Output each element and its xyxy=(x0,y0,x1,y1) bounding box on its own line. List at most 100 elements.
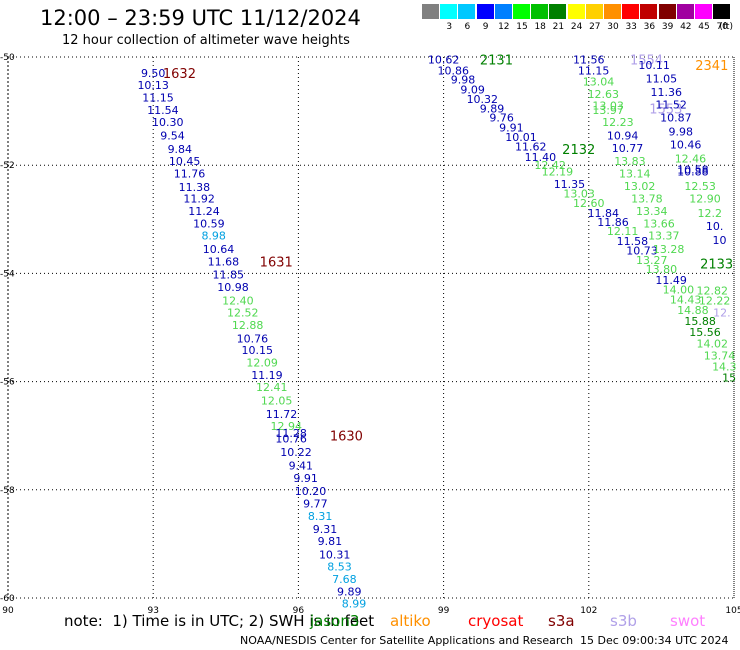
wave-height-value: 11.56 xyxy=(573,54,605,67)
scale-label: 15 xyxy=(516,22,528,32)
wave-height-value: 12.63 xyxy=(588,88,620,101)
wave-height-value: 12.52 xyxy=(227,306,259,319)
wave-height-value: 13.74 xyxy=(704,350,736,363)
wave-height-value: 11.76 xyxy=(174,167,206,180)
track-time-label: 2133 xyxy=(700,258,733,273)
y-tick-label: -54 xyxy=(0,269,15,279)
scale-label: 6 xyxy=(464,22,471,32)
wave-height-value: 9.54 xyxy=(160,129,185,142)
track-time-label: 1554 xyxy=(630,54,663,69)
wave-height-value: 13.80 xyxy=(646,263,678,276)
wave-height-value: 11.40 xyxy=(525,151,557,164)
wave-height-value: 9.76 xyxy=(489,112,514,125)
y-tick-label: -58 xyxy=(0,486,15,496)
track-time-label: 1630 xyxy=(330,430,363,445)
wave-height-value: 12.11 xyxy=(607,225,639,238)
scale-label: 21 xyxy=(552,22,565,32)
satellite-legend-item: cryosat xyxy=(468,612,524,630)
wave-height-value: 11.15 xyxy=(142,92,174,105)
wave-height-value: 11.15 xyxy=(578,65,610,78)
x-tick-label: 105 xyxy=(725,606,740,616)
wave-height-value: 9.91 xyxy=(499,121,524,134)
wave-height-value: 10.88 xyxy=(677,166,709,179)
scale-label: 42 xyxy=(680,22,692,32)
scale-swatch xyxy=(458,4,476,19)
satellite-legend-item: altiko xyxy=(390,612,431,630)
wave-height-value: 10.77 xyxy=(612,142,644,155)
track-time-label: 1631 xyxy=(260,255,293,270)
wave-height-value: 10.62 xyxy=(428,54,460,67)
wave-height-value: 13.83 xyxy=(614,155,646,168)
wave-height-value: 11.85 xyxy=(212,268,244,281)
wave-height-value: 12.2 xyxy=(698,207,723,220)
wave-height-value: 8.53 xyxy=(327,561,352,574)
wave-height-value: 15 xyxy=(722,371,736,384)
wave-height-value: 13.04 xyxy=(583,75,615,88)
track-time-label: 1553 xyxy=(649,102,682,117)
x-tick-label: 96 xyxy=(293,606,305,616)
wave-height-value: 12.09 xyxy=(246,357,278,370)
wave-height-value: 9.41 xyxy=(289,459,314,472)
wave-height-value: 12.46 xyxy=(675,153,707,166)
wave-height-value: 12.88 xyxy=(232,319,264,332)
wave-height-value: 10.32 xyxy=(467,93,499,106)
scale-label: 3 xyxy=(446,22,453,32)
wave-height-value: 10.22 xyxy=(280,446,312,459)
scale-swatch xyxy=(549,4,567,19)
wave-height-value: 9.81 xyxy=(318,535,343,548)
wave-height-value: 10.58 xyxy=(677,164,709,177)
wave-height-value: 13.78 xyxy=(631,193,663,206)
wave-height-value: 10.98 xyxy=(217,281,249,294)
wave-height-value: 10.46 xyxy=(670,139,702,152)
wave-height-value: 11.54 xyxy=(147,104,179,117)
wave-height-value: 12.19 xyxy=(542,166,574,179)
wave-height-value: 11.49 xyxy=(655,274,687,287)
scale-swatch xyxy=(513,4,530,19)
wave-height-value: 13.02 xyxy=(624,180,656,193)
scale-label: 30 xyxy=(607,22,619,32)
wave-height-value: 13.27 xyxy=(636,254,668,267)
wave-height-value: 10.76 xyxy=(275,432,307,445)
wave-height-value: 9.09 xyxy=(460,83,485,96)
wave-height-value: 10.64 xyxy=(203,243,235,256)
scale-swatch xyxy=(695,4,712,19)
track-time-label: 2132 xyxy=(562,143,595,158)
scale-swatch xyxy=(676,4,694,19)
wave-height-value: 10.31 xyxy=(319,549,351,562)
wave-height-value: 9.91 xyxy=(293,472,318,485)
wave-height-value: 11.86 xyxy=(597,216,629,229)
wave-height-value: 10.86 xyxy=(438,65,470,78)
wave-height-value: 8.99 xyxy=(342,597,367,610)
wave-height-value: 12. xyxy=(713,306,731,319)
satellite-legend-item: s3a xyxy=(548,612,575,630)
y-tick-label: -50 xyxy=(0,53,15,63)
scale-label: 45 xyxy=(698,22,710,32)
wave-height-value: 11.58 xyxy=(617,235,649,248)
wave-height-value: 13.28 xyxy=(653,243,685,256)
wave-height-value: 10.59 xyxy=(193,218,225,231)
scale-unit: (ft) xyxy=(719,22,733,32)
wave-height-value: 12.05 xyxy=(261,395,293,408)
track-time-label: 2131 xyxy=(480,54,513,69)
satellite-legend-item: swot xyxy=(670,612,706,630)
scale-swatch xyxy=(713,4,731,19)
wave-height-value: 11.24 xyxy=(188,205,220,218)
note-text: note: 1) Time is in UTC; 2) SWH is in fe… xyxy=(64,612,375,630)
scale-label: 9 xyxy=(482,22,489,32)
wave-height-value: 12.22 xyxy=(699,294,731,307)
wave-height-value: 14.43 xyxy=(670,293,702,306)
page-title: 12:00 – 23:59 UTC 11/12/2024 xyxy=(40,6,361,30)
wave-height-value: 10.45 xyxy=(169,155,201,168)
satellite-legend-item: s3b xyxy=(610,612,637,630)
wave-height-value: 11.19 xyxy=(251,369,283,382)
x-tick-label: 93 xyxy=(147,606,158,616)
x-tick-label: 90 xyxy=(2,606,14,616)
wave-height-value: 13.37 xyxy=(648,230,680,243)
wave-height-value: 11.05 xyxy=(646,73,678,86)
wave-height-value: 10.94 xyxy=(607,129,639,142)
wave-height-value: 13.03 xyxy=(563,187,595,200)
wave-height-value: 10. xyxy=(706,220,724,233)
wave-height-value: 12.60 xyxy=(573,197,605,210)
wave-height-value: 10.73 xyxy=(626,245,658,258)
